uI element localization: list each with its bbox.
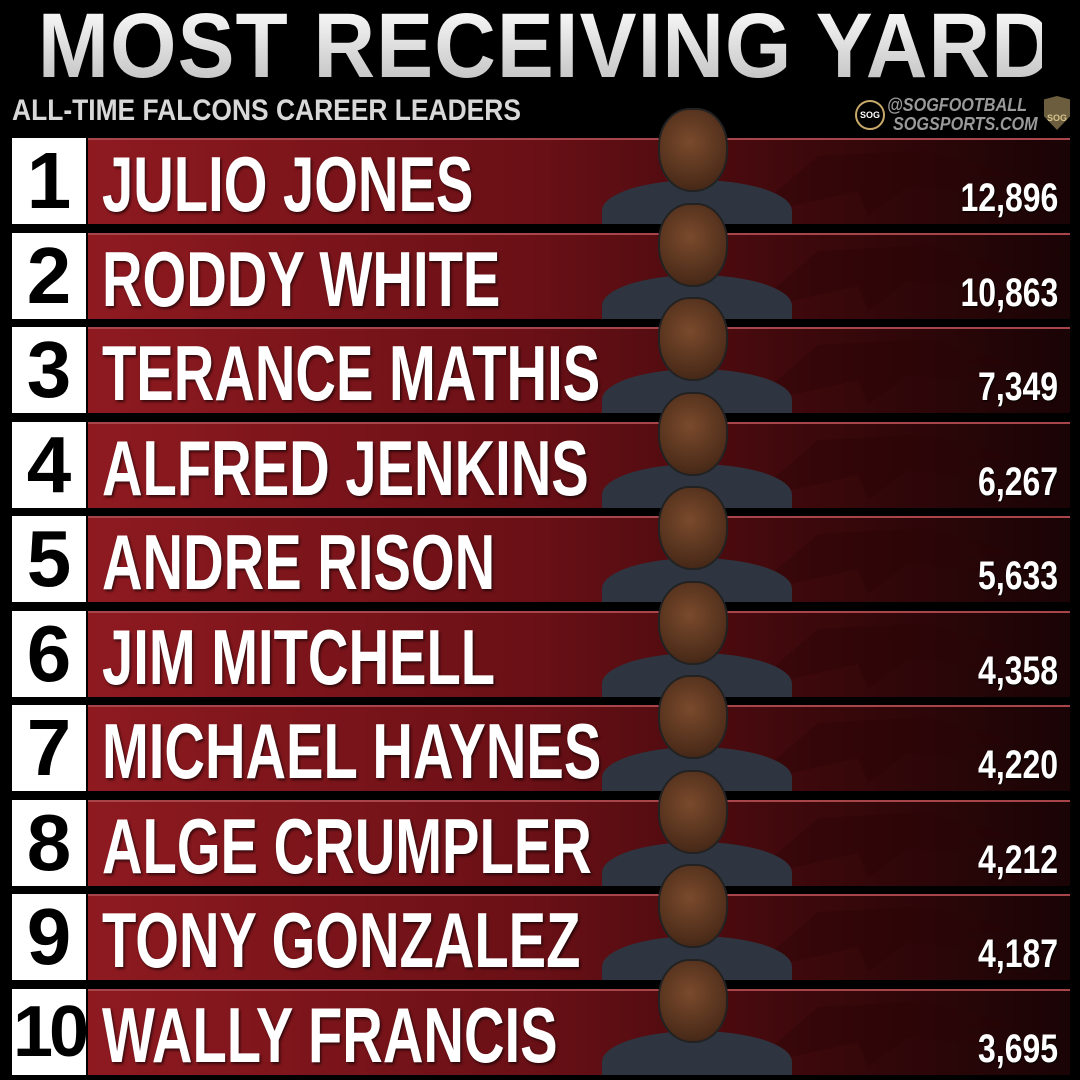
name-bar: JIM MITCHELL: [88, 610, 1070, 697]
player-head: [658, 202, 728, 287]
name-bar: RODDY WHITE: [88, 232, 1070, 319]
leader-row: 2 RODDY WHITE 10,863: [12, 202, 1070, 319]
brand-handle: @SOGFOOTBALL: [887, 95, 1027, 115]
rank-number: 4: [12, 421, 86, 508]
player-name: JULIO JONES: [102, 140, 474, 224]
leader-row: 6 JIM MITCHELL 4,358: [12, 580, 1070, 697]
receiving-yards: 5,633: [977, 554, 1058, 598]
receiving-yards: 12,896: [960, 176, 1058, 220]
name-bar: ANDRE RISON: [88, 516, 1070, 602]
leader-row: 1 JULIO JONES 12,896: [12, 108, 1070, 224]
leader-row: 9 TONY GONZALEZ 4,187: [12, 864, 1070, 980]
rank-number: 7: [12, 705, 86, 791]
falcon-logo-icon: [748, 906, 1018, 972]
page-subtitle: ALL-TIME FALCONS CAREER LEADERS: [12, 94, 521, 127]
falcon-logo-icon: [748, 528, 1018, 594]
player-name: JIM MITCHELL: [102, 612, 496, 697]
leader-row: 3 TERANCE MATHIS 7,349: [12, 297, 1070, 413]
leader-row: 5 ANDRE RISON 5,633: [12, 486, 1070, 602]
receiving-yards: 3,695: [977, 1026, 1058, 1071]
rank-number: 1: [12, 138, 86, 224]
player-name: ALGE CRUMPLER: [102, 801, 592, 886]
name-bar: ALFRED JENKINS: [88, 421, 1070, 508]
receiving-yards: 7,349: [977, 365, 1058, 409]
rank-number: 10: [12, 988, 89, 1075]
falcon-logo-icon: [748, 622, 1018, 689]
player-head: [658, 391, 728, 476]
player-name: ANDRE RISON: [102, 518, 496, 602]
player-head: [658, 864, 728, 948]
falcon-logo-icon: [748, 244, 1018, 311]
receiving-yards: 10,863: [960, 270, 1058, 315]
name-bar: JULIO JONES: [88, 138, 1070, 224]
rank-number: 8: [12, 799, 86, 886]
leader-row: 8 ALGE CRUMPLER 4,212: [12, 769, 1070, 886]
rank-number: 6: [12, 610, 86, 697]
falcon-logo-icon: [748, 1000, 1018, 1067]
leader-row: 7 MICHAEL HAYNES 4,220: [12, 675, 1070, 791]
name-bar: ALGE CRUMPLER: [88, 799, 1070, 886]
player-name: TERANCE MATHIS: [102, 329, 601, 413]
rank-number: 9: [12, 894, 86, 980]
player-head: [658, 108, 728, 192]
player-head: [658, 486, 728, 570]
receiving-yards: 4,358: [977, 648, 1058, 693]
player-name: MICHAEL HAYNES: [102, 707, 602, 791]
falcon-logo-icon: [748, 150, 1018, 216]
receiving-yards: 4,220: [977, 743, 1058, 787]
player-head: [658, 769, 728, 854]
brand-block: SOG @SOGFOOTBALL SOGSPORTS.COM SOG: [855, 96, 1070, 134]
falcon-logo-icon: [748, 339, 1018, 405]
player-name: ALFRED JENKINS: [102, 423, 589, 508]
rank-number: 3: [12, 327, 86, 413]
player-head: [658, 958, 728, 1043]
player-photo: [602, 958, 802, 1075]
rank-number: 2: [12, 232, 86, 319]
player-photo: [602, 675, 802, 791]
player-name: WALLY FRANCIS: [102, 990, 558, 1075]
falcon-logo-icon: [748, 717, 1018, 783]
brand-site: SOGSPORTS.COM: [893, 114, 1038, 134]
sog-shield-logo-icon: SOG: [1044, 96, 1070, 130]
name-bar: MICHAEL HAYNES: [88, 705, 1070, 791]
leader-row: 10 WALLY FRANCIS 3,695: [12, 958, 1070, 1075]
player-head: [658, 297, 728, 381]
falcon-logo-icon: [748, 433, 1018, 500]
name-bar: WALLY FRANCIS: [88, 988, 1070, 1075]
receiving-yards: 4,212: [977, 837, 1058, 882]
name-bar: TONY GONZALEZ: [88, 894, 1070, 980]
receiving-yards: 6,267: [977, 459, 1058, 504]
player-photo: [602, 391, 802, 508]
player-name: RODDY WHITE: [102, 234, 501, 319]
page-title: MOST RECEIVING YARDS: [37, 0, 1080, 97]
player-head: [658, 580, 728, 665]
player-name: TONY GONZALEZ: [102, 896, 581, 980]
name-bar: TERANCE MATHIS: [88, 327, 1070, 413]
sog-circle-logo-icon: SOG: [855, 100, 885, 130]
leader-row: 4 ALFRED JENKINS 6,267: [12, 391, 1070, 508]
receiving-yards: 4,187: [977, 932, 1058, 976]
falcon-logo-icon: [748, 811, 1018, 878]
rank-number: 5: [12, 516, 86, 602]
player-head: [658, 675, 728, 759]
